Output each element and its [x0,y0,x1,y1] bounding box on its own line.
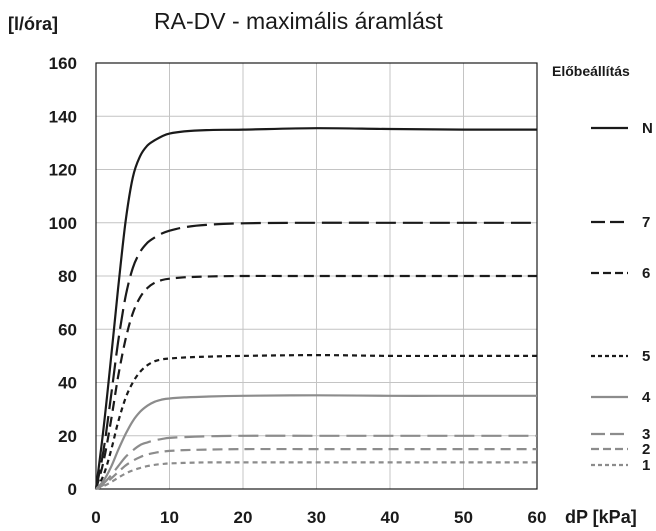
tick-labels: 0 10 20 30 40 50 60 0 20 40 60 80 100 120 140 160 [49,54,547,527]
legend-title: Előbeállítás [552,63,630,79]
x-tick-label: 30 [307,508,326,527]
y-tick-label: 40 [58,374,77,393]
y-tick-label: 60 [58,320,77,339]
series-line-7 [94,221,537,490]
legend-label-4: 4 [642,389,651,406]
y-axis-label: [l/óra] [8,14,58,34]
legend: N 7 6 5 4 321 [591,120,653,474]
series-line-6 [94,274,537,490]
legend-label-6: 6 [642,265,650,282]
x-axis-label: dP [kPa] [565,507,637,527]
series-group [94,127,538,491]
x-tick-label: 10 [160,508,179,527]
x-tick-label: 60 [528,508,547,527]
legend-label-1: 1 [642,457,650,474]
y-tick-label: 160 [49,54,77,73]
y-tick-label: 120 [49,161,77,180]
y-tick-label: 80 [58,267,77,286]
legend-label-7: 7 [642,214,650,231]
x-tick-label: 0 [91,508,100,527]
legend-label-2: 2 [642,441,650,458]
x-tick-label: 50 [454,508,473,527]
y-tick-label: 20 [58,427,77,446]
series-line-N [94,127,538,490]
x-tick-label: 40 [381,508,400,527]
x-tick-label: 20 [234,508,253,527]
y-tick-label: 100 [49,214,77,233]
chart-title: RA-DV - maximális áramlást [154,8,443,34]
legend-label-3: 3 [642,426,650,443]
legend-label-N: N [642,120,653,137]
legend-label-5: 5 [642,348,650,365]
series-line-2 [95,447,537,490]
y-tick-label: 140 [49,107,77,126]
y-tick-label: 0 [68,480,77,499]
series-line-4 [95,394,537,490]
series-line-3 [95,434,537,490]
